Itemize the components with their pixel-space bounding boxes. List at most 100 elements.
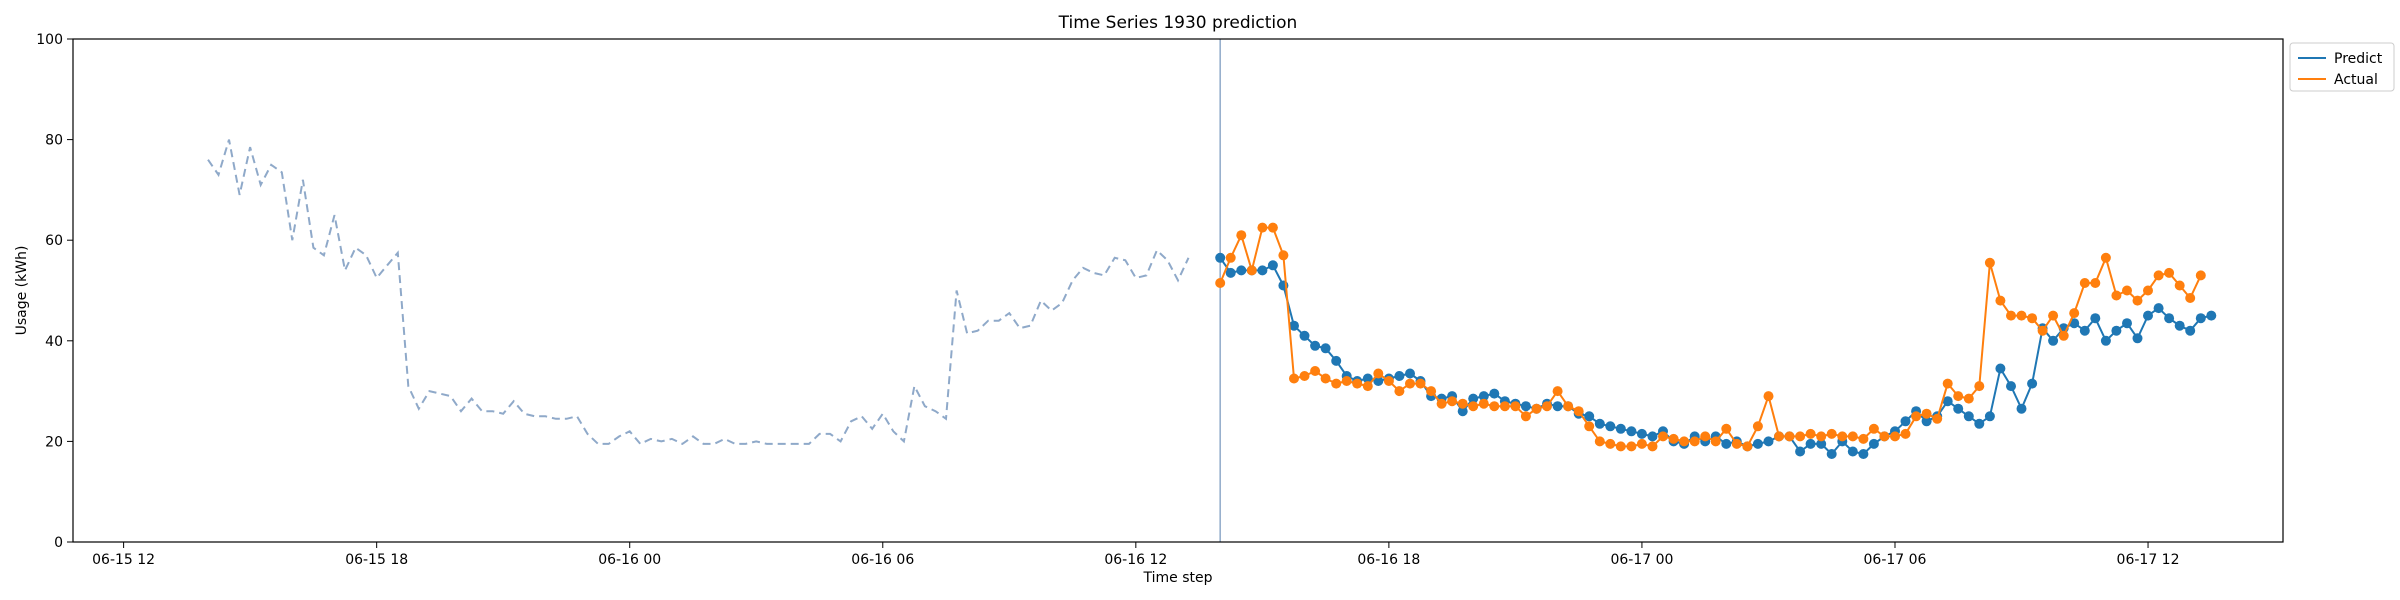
predict-point <box>2206 310 2217 321</box>
plot-area <box>207 39 2217 542</box>
predict-point <box>1552 401 1563 412</box>
predict-point <box>1373 376 1384 386</box>
predict-point <box>2016 403 2027 414</box>
actual-point <box>2143 285 2153 296</box>
actual-point <box>1752 421 1763 432</box>
actual-point <box>1658 431 1668 442</box>
predict-point <box>1236 265 1247 276</box>
actual-point <box>1742 441 1753 452</box>
predict-point <box>1584 411 1595 422</box>
actual-point <box>2069 308 2080 319</box>
predict-point <box>1816 438 1827 449</box>
actual-point <box>1478 398 1489 409</box>
actual-point <box>1552 386 1563 397</box>
actual-point <box>1267 222 1278 233</box>
predict-point <box>1868 438 1879 449</box>
predict-point <box>1752 438 1763 449</box>
actual-point <box>1710 436 1721 447</box>
predict-point <box>2027 378 2038 389</box>
actual-point <box>1563 401 1574 412</box>
actual-point <box>1320 373 1331 384</box>
predict-point <box>2100 335 2111 346</box>
actual-point <box>2037 325 2048 336</box>
actual-point <box>1352 378 1363 389</box>
predict-point <box>1647 431 1658 442</box>
x-tick-label: 06-16 18 <box>1357 552 1420 568</box>
predict-point <box>2122 318 2132 329</box>
actual-point <box>1858 433 1869 444</box>
actual-point <box>1763 391 1774 402</box>
actual-point <box>1847 431 1858 442</box>
actual-point <box>1626 441 1637 452</box>
actual-point <box>2174 280 2185 291</box>
actual-point <box>1668 433 1679 444</box>
predict-point <box>1489 388 1500 399</box>
predict-point <box>1394 371 1405 381</box>
actual-point <box>1731 438 1742 449</box>
x-tick-label: 06-16 00 <box>598 552 661 568</box>
actual-point <box>1468 401 1479 412</box>
predict-point <box>1900 416 1911 427</box>
actual-series-line <box>1219 226 2202 448</box>
predict-point <box>2153 303 2164 314</box>
predict-point <box>1974 418 1985 429</box>
actual-point <box>1615 441 1626 452</box>
actual-point <box>1457 398 1468 409</box>
predict-point <box>1289 320 1299 331</box>
predict-point <box>2132 333 2143 344</box>
actual-point <box>1605 438 1616 449</box>
predict-point <box>1615 423 1626 434</box>
predict-point <box>2111 325 2122 336</box>
actual-point <box>1573 406 1584 417</box>
predict-point <box>1847 446 1858 457</box>
predict-point <box>1953 403 1964 414</box>
predict-point <box>2195 313 2206 324</box>
predict-point <box>1995 363 2006 374</box>
actual-point <box>1331 378 1342 389</box>
actual-point <box>1362 381 1373 392</box>
predict-point <box>1605 421 1616 432</box>
actual-point <box>1289 373 1299 384</box>
legend: Predict Actual <box>2289 42 2395 92</box>
actual-point <box>1236 230 1247 241</box>
predict-point <box>1594 418 1605 429</box>
predict-point <box>1858 449 1869 459</box>
actual-point <box>2153 270 2164 281</box>
x-tick-label: 06-15 12 <box>92 552 155 568</box>
actual-point <box>2164 267 2175 278</box>
actual-point <box>2016 310 2027 321</box>
y-tick-label: 40 <box>45 334 63 350</box>
plot-frame <box>72 38 2284 543</box>
actual-point <box>1447 396 1458 407</box>
actual-point <box>1489 401 1500 412</box>
actual-point <box>1584 421 1595 432</box>
actual-point <box>1246 265 1257 276</box>
predict-point <box>1215 252 1226 263</box>
predict-point <box>2174 320 2185 331</box>
actual-point <box>1415 378 1426 389</box>
x-tick-label: 06-17 06 <box>1864 552 1927 568</box>
predict-point <box>1362 373 1373 384</box>
actual-point <box>1215 278 1226 288</box>
predict-point <box>1984 411 1995 422</box>
actual-point <box>1510 401 1521 412</box>
y-tick-label: 100 <box>36 32 63 48</box>
actual-point <box>2122 285 2132 296</box>
actual-point <box>1394 386 1405 397</box>
predict-point <box>2164 313 2175 324</box>
actual-point <box>1953 391 1964 402</box>
actual-point <box>1689 436 1700 447</box>
actual-point <box>1890 431 1900 442</box>
predict-point <box>2006 381 2016 392</box>
actual-point <box>1700 431 1711 442</box>
actual-point <box>1499 401 1510 412</box>
y-tick-label: 0 <box>54 535 63 551</box>
predict-point <box>2048 335 2059 346</box>
predict-point <box>1320 343 1331 354</box>
actual-point <box>1299 371 1310 381</box>
actual-point <box>1647 441 1658 452</box>
actual-point <box>2100 252 2111 263</box>
predict-point <box>1805 438 1816 449</box>
predict-point <box>1310 340 1321 351</box>
